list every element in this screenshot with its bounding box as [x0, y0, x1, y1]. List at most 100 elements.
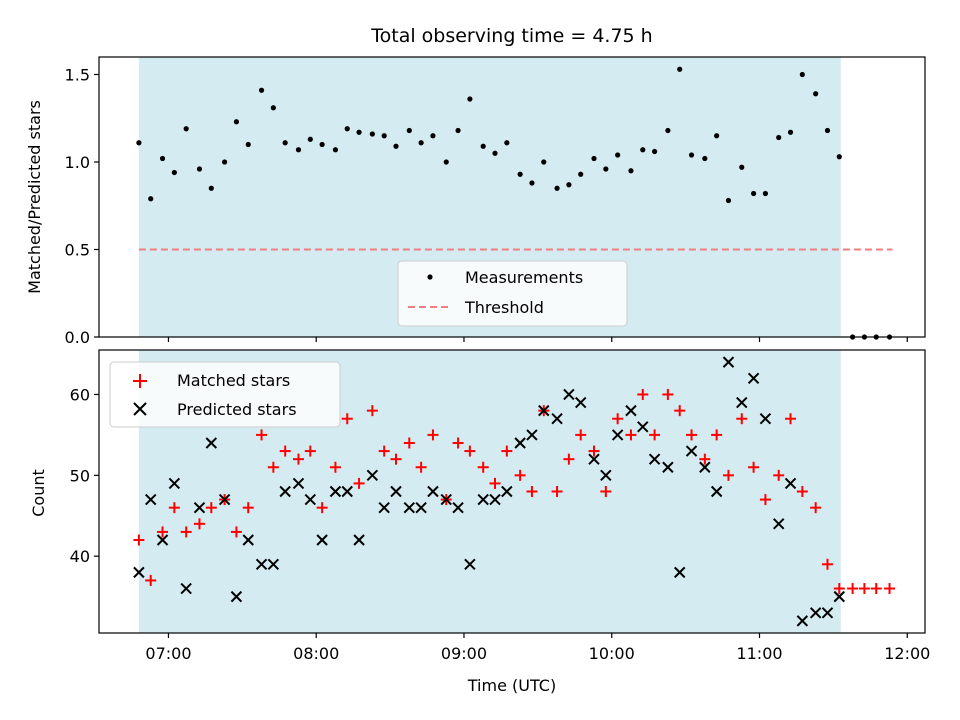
- matched-star-point: [625, 429, 637, 441]
- predicted-star-point: [821, 607, 834, 619]
- measurement-point: [356, 129, 362, 135]
- bottom-axes-frame: [98, 349, 926, 634]
- measurement-point: [578, 171, 584, 177]
- matched-star-point: [796, 486, 808, 497]
- matched-star-point: [304, 445, 316, 457]
- bottom-x-ticks: 07:00 08:00 09:00 10:00 11:00 12:00: [145, 633, 930, 663]
- predicted-star-point: [390, 485, 402, 498]
- measurement-point: [196, 166, 203, 172]
- predicted-star-point: [193, 501, 206, 514]
- predicted-star-point: [600, 469, 612, 482]
- predicted-star-point: [563, 388, 575, 401]
- legend-threshold-label: Threshold: [464, 298, 544, 317]
- matched-star-point: [686, 429, 698, 441]
- measurement-point: [603, 166, 609, 172]
- matched-star-point: [514, 469, 526, 481]
- measurement-point: [517, 171, 523, 177]
- predicted-star-point: [205, 437, 218, 449]
- matched-star-point: [341, 413, 353, 425]
- measurement-point: [455, 127, 461, 134]
- matched-star-point: [833, 583, 845, 595]
- predicted-star-point: [551, 413, 563, 425]
- matched-star-point: [267, 461, 279, 473]
- measurement-point: [430, 133, 436, 139]
- predicted-star-point: [242, 534, 254, 546]
- predicted-star-point: [156, 534, 169, 546]
- measurement-point: [443, 159, 449, 165]
- matched-star-point: [858, 583, 870, 595]
- measurement-point: [270, 105, 276, 111]
- matched-star-point: [145, 574, 157, 586]
- predicted-star-point: [784, 477, 797, 490]
- predicted-star-point: [316, 534, 328, 546]
- predicted-star-point: [353, 534, 365, 546]
- bottom-y-tick-label: 60: [70, 385, 90, 404]
- measurement-point: [762, 190, 769, 197]
- predicted-star-point: [403, 501, 416, 514]
- matched-star-point: [242, 502, 254, 514]
- predicted-star-point: [427, 485, 439, 498]
- measurement-point: [651, 148, 658, 155]
- matched-star-point: [316, 502, 328, 514]
- matched-star-point: [168, 502, 180, 514]
- measurement-point: [467, 96, 473, 102]
- top-y-tick-label: 1.0: [65, 153, 90, 172]
- predicted-star-point: [415, 501, 427, 514]
- predicted-star-point: [341, 485, 353, 498]
- predicted-star-point: [145, 493, 157, 506]
- measurement-point: [381, 133, 387, 139]
- top-y-tick-label: 0.5: [65, 241, 90, 260]
- measurement-point: [813, 91, 819, 97]
- legend-predicted-label: Predicted stars: [177, 400, 297, 419]
- top-legend: Measurements Threshold: [397, 260, 628, 327]
- predicted-star-point: [440, 493, 452, 506]
- matched-star-point: [810, 502, 822, 514]
- measurement-point: [702, 155, 708, 162]
- matched-star-point: [600, 486, 612, 497]
- legend-matched-label: Matched stars: [177, 371, 290, 390]
- matched-star-point: [366, 405, 378, 417]
- measurement-point: [750, 190, 757, 197]
- matched-star-point: [773, 469, 785, 481]
- matched-star-point: [353, 477, 365, 489]
- predicted-star-point: [255, 558, 268, 570]
- matched-star-point: [637, 388, 649, 400]
- x-tick-label: 12:00: [884, 644, 930, 663]
- matched-star-point: [501, 445, 513, 457]
- matched-star-point: [180, 526, 192, 538]
- matched-star-point: [699, 453, 711, 465]
- measurement-point: [393, 143, 399, 149]
- top-panel: 0.0 0.5 1.0 1.5 Total observing time = 4.75…: [25, 25, 926, 347]
- matched-star-point: [415, 461, 427, 473]
- predicted-star-point: [452, 501, 464, 514]
- matched-star-point: [821, 558, 833, 570]
- measurement-point: [799, 71, 805, 78]
- top-legend-box: [397, 260, 628, 327]
- measurement-point: [566, 182, 572, 188]
- x-tick-label: 07:00: [145, 644, 191, 663]
- top-x-ticks: [167, 337, 908, 342]
- measurement-point: [776, 134, 782, 141]
- measurement-point: [688, 152, 695, 158]
- x-tick-label: 08:00: [293, 644, 339, 663]
- matched-star-point: [722, 469, 734, 481]
- predicted-star-point: [674, 566, 686, 579]
- top-y-tick-label: 0.0: [65, 328, 90, 347]
- measurement-point: [714, 133, 720, 139]
- measurement-point: [541, 159, 547, 165]
- predicted-star-point: [526, 429, 538, 441]
- predicted-star-point: [489, 493, 501, 506]
- matched-star-point: [884, 583, 896, 595]
- measurement-point: [332, 147, 339, 153]
- predicted-star-point: [279, 485, 291, 498]
- measurement-point: [677, 66, 683, 72]
- measurement-point: [529, 180, 535, 186]
- predicted-star-point: [168, 477, 181, 490]
- matched-star-point: [378, 445, 390, 457]
- matched-star-point: [427, 429, 439, 441]
- measurement-point: [258, 87, 265, 93]
- predicted-star-point: [625, 404, 637, 417]
- legend-measurements-label: Measurements: [465, 268, 583, 287]
- predicted-star-point: [292, 477, 305, 490]
- predicted-star-point: [180, 582, 192, 595]
